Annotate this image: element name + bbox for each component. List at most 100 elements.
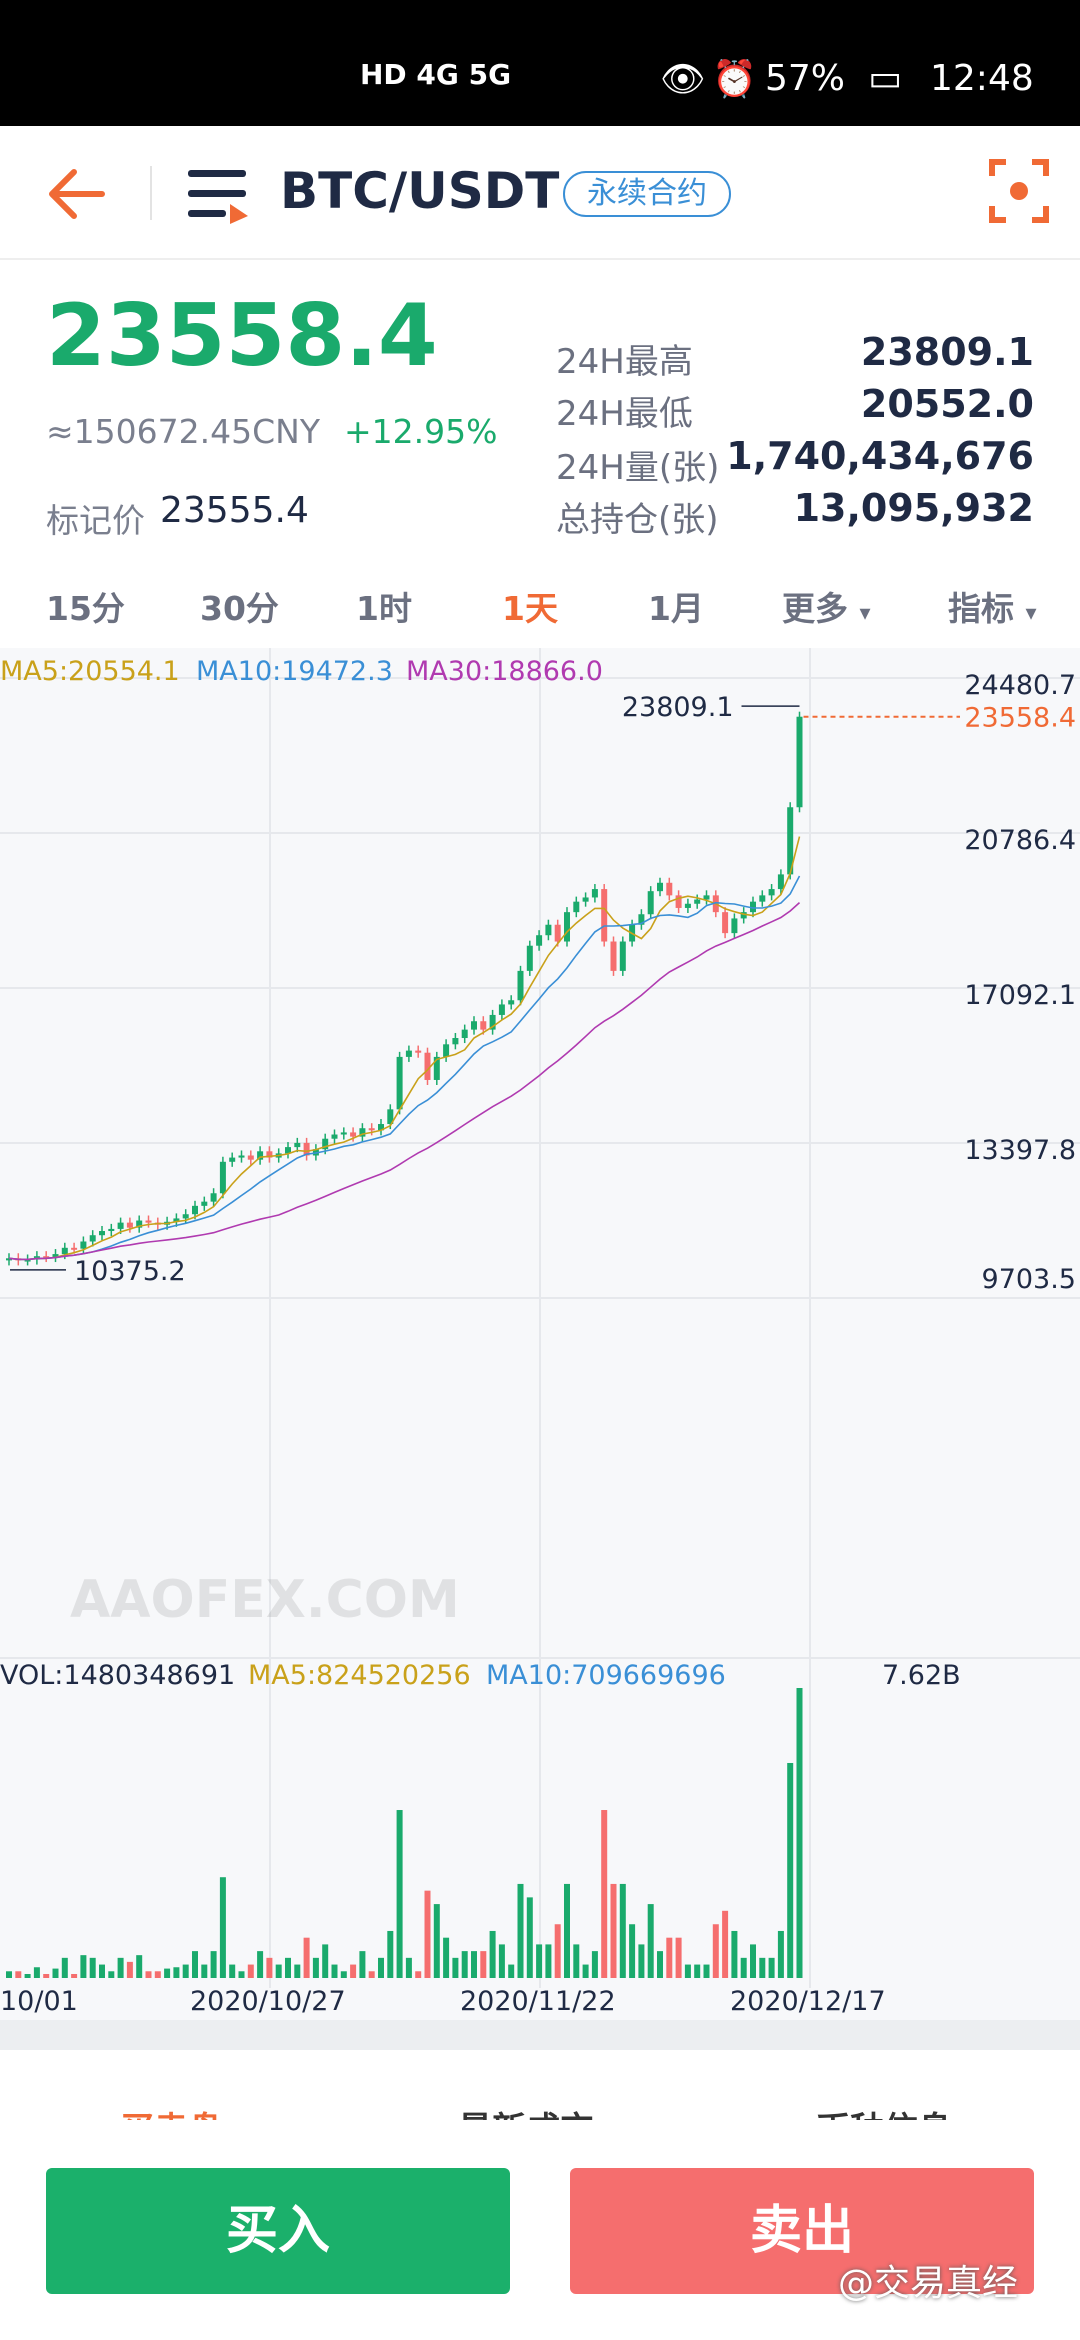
volume-bar	[136, 1955, 143, 1978]
header-bar: BTC/USDT 永续合约	[0, 126, 1080, 260]
stat-label: 24H最低	[556, 394, 693, 434]
volume-bar	[108, 1971, 115, 1978]
date-label: 2020/11/22	[460, 1986, 616, 2017]
volume-bar	[257, 1951, 264, 1978]
tab-latest-trades[interactable]: 最新成交	[458, 2102, 594, 2120]
candle-body	[731, 918, 738, 934]
volume-bar	[787, 1762, 794, 1978]
high-label: 23809.1	[622, 692, 734, 723]
price-axis-label: 9703.5	[982, 1264, 1076, 1295]
kline-chart[interactable]: 24480.7 20786.4 17092.1 13397.8 9703.5 23809.…	[0, 648, 1080, 2020]
volume-bar	[564, 1883, 570, 1978]
volume-bar	[126, 1961, 133, 1978]
volume-bar	[703, 1964, 710, 1978]
stat-label: 24H量(张)	[556, 448, 720, 488]
tab-more[interactable]: 更多 ▾	[782, 582, 871, 630]
scan-icon[interactable]	[988, 158, 1050, 224]
volume-bar	[350, 1964, 357, 1978]
volume-bar	[154, 1971, 161, 1978]
candle-body	[80, 1241, 87, 1249]
volume-bar	[89, 1957, 96, 1978]
candle-body	[219, 1161, 226, 1194]
volume-bar	[294, 1964, 301, 1978]
volume-bar	[461, 1951, 468, 1978]
tab-30m[interactable]: 30分	[200, 589, 279, 628]
volume-bar	[331, 1964, 338, 1978]
battery-percent: 57%	[765, 58, 846, 99]
stat-value: 13,095,932	[793, 486, 1034, 530]
buy-button[interactable]: 买入	[46, 2168, 510, 2294]
volume-bar	[303, 1937, 310, 1978]
candle-body	[182, 1214, 189, 1219]
back-arrow-icon[interactable]	[46, 166, 106, 222]
price-axis-label: 17092.1	[964, 980, 1076, 1011]
volume-bar	[731, 1930, 738, 1978]
watermark: AAOFEX.COM	[70, 1570, 460, 1630]
candle-body	[368, 1128, 375, 1131]
candle-body	[675, 895, 682, 908]
stat-value: 23809.1	[860, 330, 1034, 374]
volume-bar	[573, 1944, 580, 1978]
volume-bar	[145, 1971, 152, 1978]
volume-bar	[796, 1688, 803, 1978]
volume-bar	[340, 1971, 347, 1978]
date-label: 2020/10/27	[190, 1986, 346, 2017]
candle-body	[108, 1228, 115, 1232]
credit-watermark: @交易真经	[838, 2263, 1019, 2304]
volume-bar	[750, 1944, 756, 1978]
pair-title[interactable]: BTC/USDT	[280, 162, 560, 220]
candle-body	[526, 945, 533, 971]
price-axis-label: 24480.7	[964, 670, 1076, 701]
eye-icon: 👁	[660, 59, 706, 100]
candle-body	[285, 1147, 291, 1154]
volume-bar	[80, 1955, 87, 1978]
menu-list-icon[interactable]	[186, 166, 252, 224]
volume-bar	[219, 1877, 226, 1978]
stat-label: 24H最高	[556, 342, 693, 382]
low-label: 10375.2	[74, 1256, 186, 1287]
candle-body	[238, 1155, 245, 1158]
candle-body	[424, 1052, 431, 1080]
candle-body	[684, 903, 691, 908]
tab-more-label: 更多	[782, 589, 848, 628]
tab-1h[interactable]: 1时	[356, 589, 412, 628]
volume-bar	[452, 1957, 459, 1978]
candle-body	[443, 1044, 450, 1057]
candle-body	[387, 1109, 394, 1125]
tab-indicators[interactable]: 指标 ▾	[948, 582, 1037, 630]
volume-bar	[396, 1810, 403, 1978]
divider	[0, 2020, 1080, 2050]
candle-body	[582, 897, 589, 902]
volume-bar	[61, 1957, 68, 1978]
vol-max-label: 7.62B	[882, 1660, 961, 1691]
volume-bar	[173, 1967, 180, 1978]
volume-bar	[582, 1964, 589, 1978]
volume-bar	[536, 1944, 543, 1978]
last-price: 23558.4	[46, 286, 438, 386]
volume-bar	[712, 1924, 719, 1978]
tab-orderbook[interactable]: 买卖盘	[120, 2102, 222, 2120]
tab-coin-info[interactable]: 币种信息	[816, 2102, 952, 2120]
candle-body	[777, 874, 784, 890]
volume-bar	[675, 1937, 682, 1978]
candle-body	[210, 1193, 217, 1202]
sell-button[interactable]: 卖出	[570, 2168, 1034, 2294]
candle-body	[126, 1222, 133, 1228]
candle-body	[247, 1155, 254, 1160]
candle-body	[350, 1132, 357, 1137]
stat-value: 20552.0	[860, 382, 1034, 426]
candle-body	[257, 1151, 264, 1160]
candle-body	[610, 941, 617, 971]
vol-ma10-legend: MA10:709669696	[486, 1660, 726, 1691]
ma10-line	[8, 875, 801, 1261]
volume-bar	[638, 1944, 645, 1978]
candle-body	[517, 970, 524, 1001]
tab-1m[interactable]: 1月	[648, 589, 704, 628]
tab-1d[interactable]: 1天	[502, 589, 558, 628]
volume-bar	[647, 1904, 654, 1978]
volume-bar	[229, 1964, 236, 1978]
candle-body	[489, 1014, 496, 1030]
volume-bar	[52, 1968, 59, 1978]
tab-15m[interactable]: 15分	[46, 589, 125, 628]
stat-label: 总持仓(张)	[556, 500, 719, 540]
